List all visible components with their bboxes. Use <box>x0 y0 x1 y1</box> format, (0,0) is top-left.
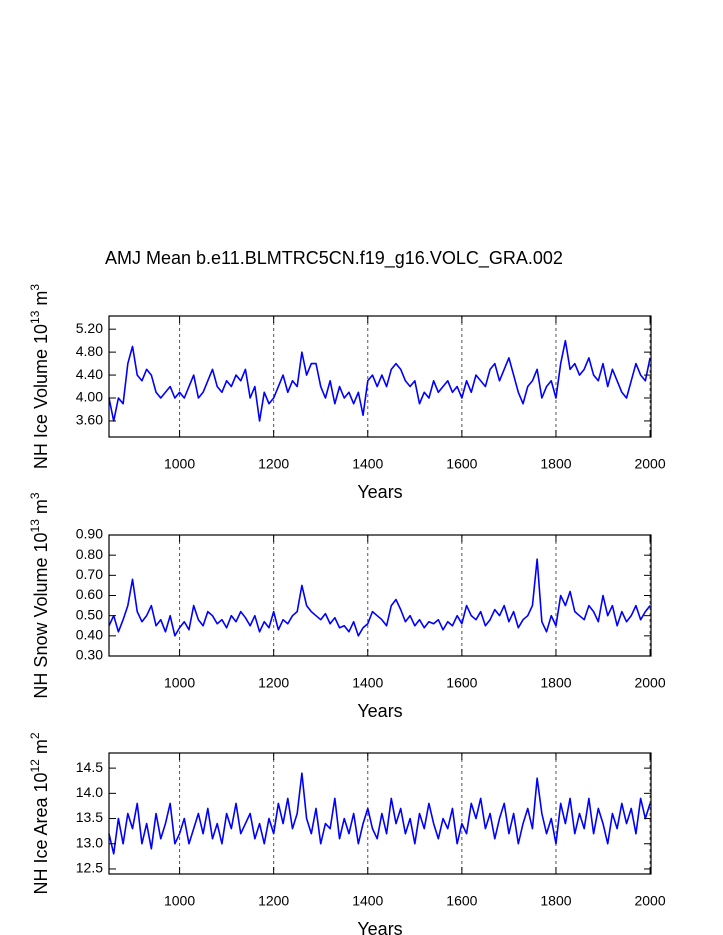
y-tick-label: 5.20 <box>76 320 103 336</box>
plot-frame <box>108 752 652 875</box>
y-axis-label-unit: m <box>31 499 51 514</box>
figure-title: AMJ Mean b.e11.BLMTRC5CN.f19_g16.VOLC_GR… <box>105 248 563 269</box>
x-axis-label: Years <box>357 482 402 502</box>
x-tick-label: 1600 <box>446 456 477 472</box>
y-tick-label: 13.5 <box>76 809 103 825</box>
y-axis-label-text: NH Snow Volume 10 <box>31 532 51 698</box>
y-tick-label: 13.0 <box>76 834 103 850</box>
y-axis-label-unit-exponent: 2 <box>28 732 42 739</box>
y-axis-label-unit: m <box>31 291 51 306</box>
data-line <box>108 772 651 855</box>
x-tick-label: 1800 <box>540 893 571 909</box>
y-tick-label: 0.80 <box>76 546 103 562</box>
y-axis-label: NH Snow Volume 1013 m3 <box>28 492 51 698</box>
x-tick-label: 2000 <box>634 893 665 909</box>
plot-frame <box>108 315 652 438</box>
y-tick-label: 0.60 <box>76 586 103 602</box>
y-axis-label-unit: m <box>31 739 51 754</box>
x-tick-label: 2000 <box>634 675 665 691</box>
y-tick-label: 0.70 <box>76 566 103 582</box>
y-tick-label: 4.80 <box>76 343 103 359</box>
x-tick-label: 1800 <box>540 456 571 472</box>
x-axis-label: Years <box>357 701 402 721</box>
y-tick-label: 0.90 <box>76 526 103 542</box>
plot-frame <box>108 534 652 657</box>
y-tick-label: 12.5 <box>76 860 103 876</box>
data-line <box>108 339 651 422</box>
y-axis-label-exponent: 12 <box>28 759 42 773</box>
x-tick-label: 2000 <box>634 456 665 472</box>
y-tick-label: 0.30 <box>76 647 103 663</box>
y-tick-label: 3.60 <box>76 412 103 428</box>
y-axis-label-exponent: 13 <box>28 310 42 324</box>
y-axis-label: NH Ice Area 1012 m2 <box>28 732 51 894</box>
x-tick-label: 1600 <box>446 675 477 691</box>
x-tick-label: 1400 <box>352 675 383 691</box>
y-axis-label-unit-exponent: 3 <box>28 284 42 291</box>
x-tick-label: 1200 <box>258 456 289 472</box>
x-tick-label: 1000 <box>164 675 195 691</box>
y-axis-label-exponent: 13 <box>28 519 42 533</box>
x-tick-label: 1800 <box>540 675 571 691</box>
y-axis-label: NH Ice Volume 1013 m3 <box>28 284 51 469</box>
y-tick-label: 0.40 <box>76 627 103 643</box>
x-tick-label: 1200 <box>258 893 289 909</box>
x-tick-label: 1400 <box>352 893 383 909</box>
x-tick-label: 1600 <box>446 893 477 909</box>
y-axis-label-text: NH Ice Volume 10 <box>31 324 51 469</box>
x-tick-label: 1000 <box>164 893 195 909</box>
y-axis-label-unit-exponent: 3 <box>28 492 42 499</box>
x-tick-label: 1000 <box>164 456 195 472</box>
y-tick-label: 0.50 <box>76 606 103 622</box>
y-tick-label: 4.00 <box>76 389 103 405</box>
x-axis-label: Years <box>357 919 402 935</box>
data-line <box>108 558 651 637</box>
x-tick-label: 1200 <box>258 675 289 691</box>
y-tick-label: 4.40 <box>76 366 103 382</box>
x-tick-label: 1400 <box>352 456 383 472</box>
y-tick-label: 14.0 <box>76 784 103 800</box>
y-axis-label-text: NH Ice Area 10 <box>31 772 51 894</box>
y-tick-label: 14.5 <box>76 759 103 775</box>
